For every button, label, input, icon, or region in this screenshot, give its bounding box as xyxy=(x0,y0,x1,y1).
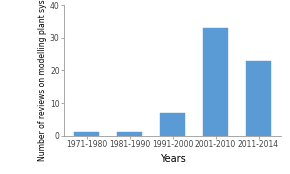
Y-axis label: Number of reviews on modelling plant systems: Number of reviews on modelling plant sys… xyxy=(38,0,47,161)
Bar xyxy=(74,132,99,136)
Bar xyxy=(117,132,142,136)
Bar xyxy=(246,61,271,136)
Bar xyxy=(160,113,185,136)
X-axis label: Years: Years xyxy=(160,155,185,164)
Bar xyxy=(203,28,229,136)
